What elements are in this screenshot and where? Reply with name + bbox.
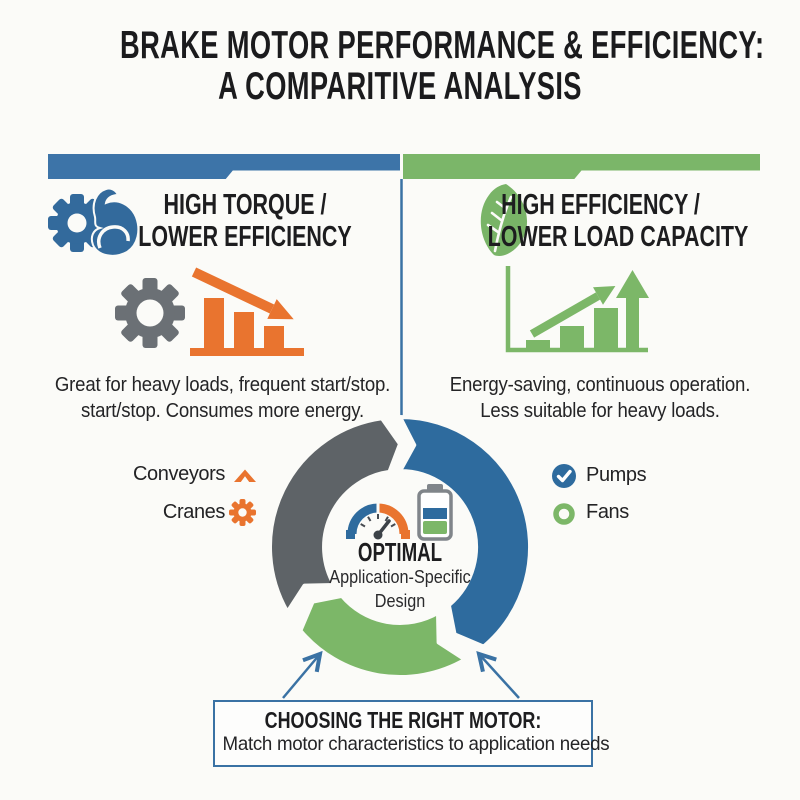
left-description-line1: Great for heavy loads, frequent start/st… [54,374,391,396]
chevron-up-icon [234,469,256,482]
ring-icon [553,503,575,525]
leaf-icon [480,184,528,256]
left-description-line2: start/stop. Consumes more energy. [81,400,364,422]
left-heading-line2: LOWER EFFICIENCY [138,221,352,253]
small-gear-icon [229,499,256,526]
left-column-heading: HIGH TORQUE / LOWER EFFICIENCY [138,189,353,253]
right-column-heading: HIGH EFFICIENCY / LOWER LOAD CAPACITY [487,189,749,253]
right-description-line2: Less suitable for heavy loads. [480,400,720,422]
application-label-fans: Fans [586,501,629,523]
declining-bar-chart-icon [190,267,304,356]
battery-icon [417,484,453,541]
application-label-pumps: Pumps [586,464,647,486]
right-description: Energy-saving, continuous operation. Les… [428,372,772,424]
cycle-segment-green [298,593,467,679]
check-circle-icon [552,464,576,488]
application-label-cranes: Cranes [162,501,225,523]
footer-box-subtitle: Match motor characteristics to applicati… [222,733,610,755]
gauge-icon [346,502,410,540]
page-title-line2: A COMPARITIVE ANALYSIS [218,65,582,108]
right-heading-line1: HIGH EFFICIENCY / [501,189,700,221]
application-label-conveyors: Conveyors [133,463,225,485]
footer-arrow-left [282,650,323,699]
cycle-segment-blue [398,415,533,649]
rising-bar-chart-icon [505,266,649,353]
footer-box-title: CHOOSING THE RIGHT MOTOR: [264,707,542,733]
cycle-segment-gray [268,416,402,614]
cycle-center-title: OPTIMAL [357,537,443,567]
cycle-center-subtitle-line1: Application-Specific [329,567,471,587]
gear-icon [115,278,185,348]
left-heading-line1: HIGH TORQUE / [163,189,327,221]
right-description-line1: Energy-saving, continuous operation. [449,374,751,396]
cycle-center-subtitle-line2: Design [374,591,426,611]
footer-callout-box: CHOOSING THE RIGHT MOTOR: Match motor ch… [213,700,610,767]
right-heading-line2: LOWER LOAD CAPACITY [487,221,749,253]
left-description: Great for heavy loads, frequent start/st… [43,372,401,424]
page-title-line1: BRAKE MOTOR PERFORMANCE & EFFICIENCY: [120,24,765,67]
muscle-gear-icon [48,187,140,257]
footer-arrow-right [476,650,520,699]
